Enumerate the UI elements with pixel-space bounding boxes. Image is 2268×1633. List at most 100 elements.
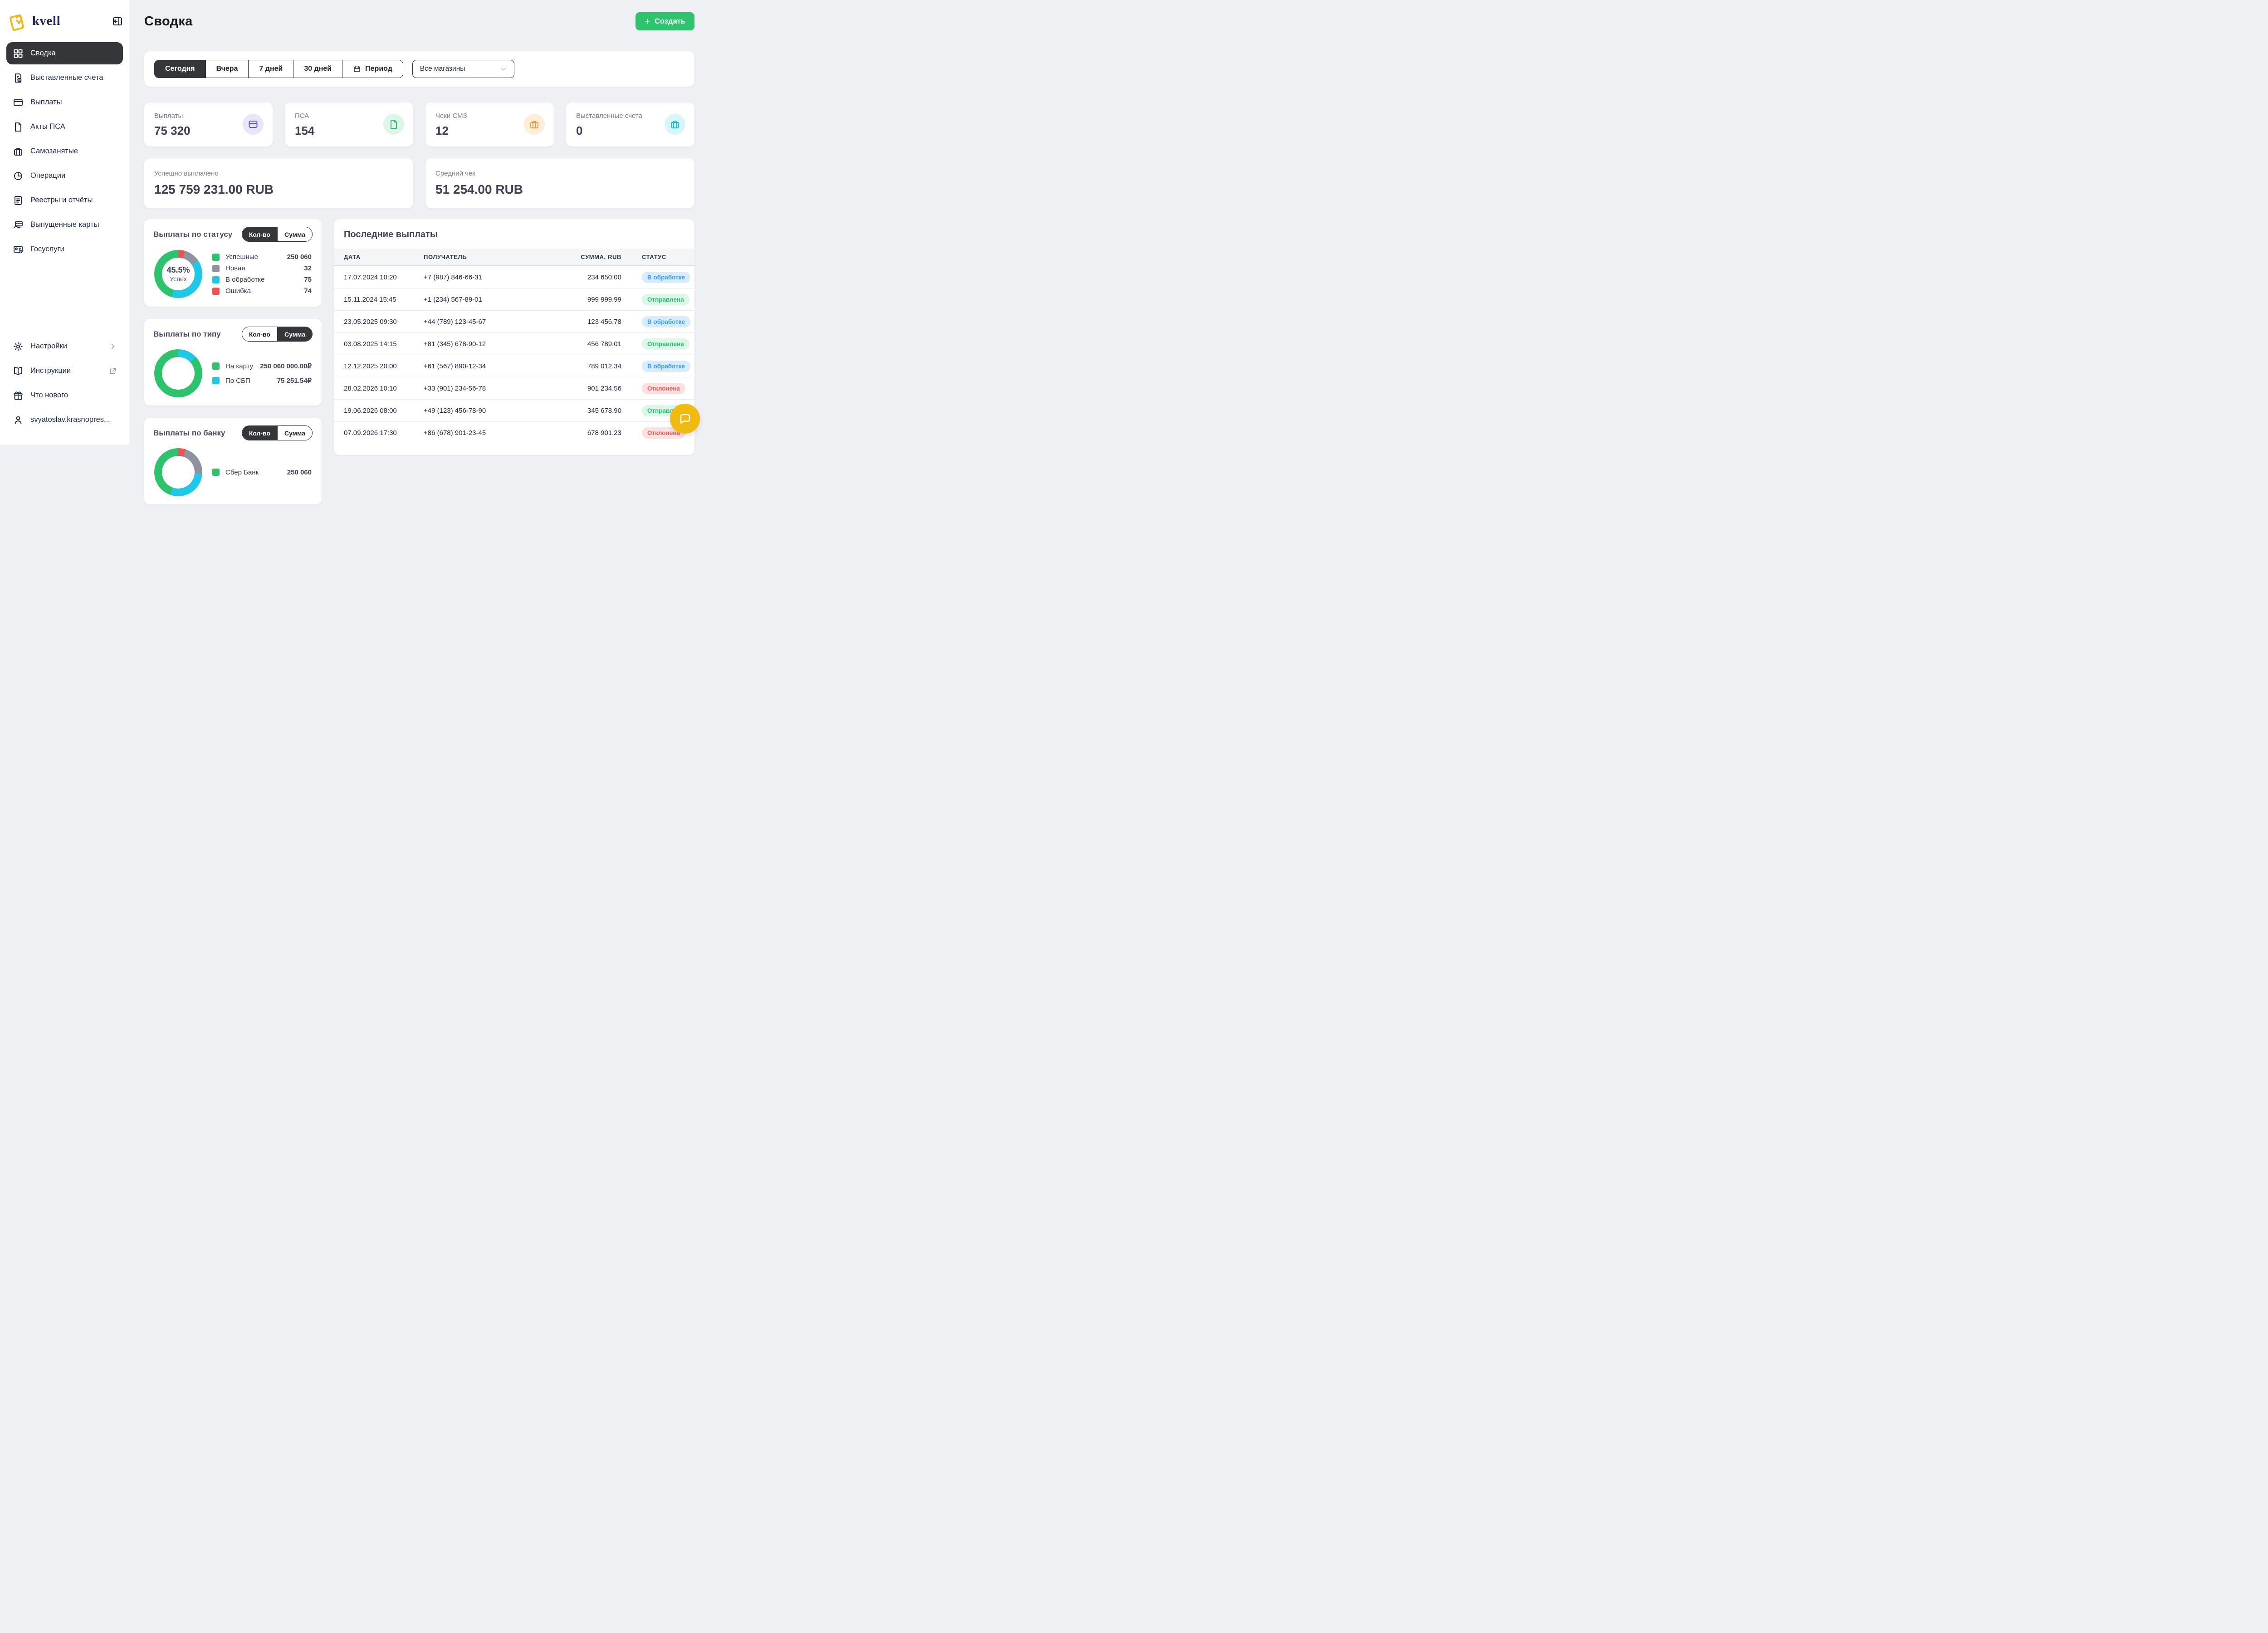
chart-title: Выплаты по банку — [153, 428, 225, 437]
cell-date: 23.05.2025 09:30 — [344, 318, 397, 326]
invoice-icon: $ — [15, 73, 22, 83]
chat-fab-button[interactable] — [670, 404, 700, 434]
shop-select[interactable]: Все магазины — [412, 60, 514, 78]
sidebar-item-acts[interactable]: Акты ПСА — [6, 116, 123, 138]
sidebar-item-label: Выпущенные карты — [30, 220, 99, 229]
cell-amount: 456 789.01 — [587, 340, 621, 348]
toggle-label: Сумма — [284, 330, 305, 338]
toggle-label: Кол-во — [249, 230, 270, 238]
chart-card-status: Выплаты по статусу Кол-во Сумма 45.5% Ус… — [144, 219, 322, 307]
cell-amount: 345 678.90 — [587, 406, 621, 415]
sidebar-item-label: Госуслуги — [30, 245, 64, 253]
card-hand-icon — [14, 221, 23, 228]
cell-amount: 678 901.23 — [587, 429, 621, 437]
cell-date: 03.08.2025 14:15 — [344, 340, 397, 348]
tab-today[interactable]: Сегодня — [155, 60, 205, 78]
sidebar-item-instructions[interactable]: Инструкции — [6, 360, 123, 382]
table-row: 07.09.2026 17:30 +86 (678) 901-23-45 678… — [334, 421, 694, 444]
stat-value: 154 — [295, 124, 315, 137]
kvell-logo[interactable]: kvell — [7, 11, 61, 32]
tab-30-days[interactable]: 30 дней — [293, 60, 342, 78]
sidebar-item-issued-cards[interactable]: Выпущенные карты — [6, 214, 123, 236]
table-row: 28.02.2026 10:10 +33 (901) 234-56-78 901… — [334, 377, 694, 399]
logo-text: kvell — [32, 14, 61, 28]
stat-value: 0 — [576, 124, 583, 137]
svg-text:$: $ — [19, 78, 21, 82]
cell-amount: 123 456.78 — [587, 318, 621, 326]
toggle-label: Сумма — [284, 230, 305, 238]
legend-item: По СБП 75 251.54₽ — [212, 376, 312, 385]
toggle-sum[interactable]: Сумма — [277, 426, 312, 440]
file-icon — [383, 114, 404, 135]
sidebar-item-label: Что нового — [30, 391, 68, 399]
sidebar-item-payouts[interactable]: Выплаты — [6, 91, 123, 113]
charts-column: Выплаты по статусу Кол-во Сумма 45.5% Ус… — [144, 219, 322, 517]
sidebar-item-whats-new[interactable]: Что нового — [6, 384, 123, 406]
total-label: Средний чек — [435, 170, 475, 177]
shop-select-value: Все магазины — [420, 65, 465, 73]
cell-recipient: +1 (234) 567-89-01 — [424, 295, 482, 303]
type-legend: На карту 250 060 000.00₽ По СБП 75 251.5… — [212, 356, 312, 391]
donut-center-label: Успех — [169, 275, 187, 283]
toggle-sum[interactable]: Сумма — [277, 327, 312, 341]
recent-payouts-card: Последние выплаты ДАТА ПОЛУЧАТЕЛЬ СУММА,… — [334, 219, 694, 455]
book-icon — [14, 367, 22, 375]
stat-label: Чеки СМЗ — [435, 112, 467, 120]
column-header-amount: СУММА, RUB — [581, 254, 621, 260]
legend-swatch-red — [212, 287, 220, 295]
total-card-paid: Успешно выплачено 125 759 231.00 RUB — [144, 158, 413, 208]
sidebar-item-gosuslugi[interactable]: Госуслуги — [6, 238, 123, 260]
chat-bubble-icon — [680, 414, 690, 424]
toggle-qty[interactable]: Кол-во — [242, 426, 277, 440]
sidebar-item-settings[interactable]: Настройки — [6, 335, 123, 357]
legend-value: 32 — [304, 264, 312, 272]
sidebar-item-operations[interactable]: Операции — [6, 165, 123, 187]
stat-card-payouts: Выплаты 75 320 — [144, 103, 273, 147]
sidebar-item-label: Настройки — [30, 342, 67, 350]
stat-label: Выплаты — [154, 112, 183, 120]
sidebar-item-invoices[interactable]: $ Выставленные счета — [6, 67, 123, 89]
toggle-qty[interactable]: Кол-во — [242, 227, 277, 241]
toggle-qty[interactable]: Кол-во — [242, 327, 277, 341]
toggle-sum[interactable]: Сумма — [277, 227, 312, 241]
cell-recipient: +44 (789) 123-45-67 — [424, 318, 486, 326]
legend-label: На карту — [225, 362, 254, 370]
cell-recipient: +86 (678) 901-23-45 — [424, 429, 486, 437]
stat-value: 12 — [435, 124, 449, 137]
sidebar-item-account[interactable]: svyatoslav.krasnopres... — [6, 409, 123, 431]
report-icon — [15, 196, 22, 205]
tab-yesterday[interactable]: Вчера — [205, 60, 249, 78]
sidebar-item-selfemployed[interactable]: Самозанятые — [6, 140, 123, 162]
legend-swatch-green — [212, 362, 220, 370]
tab-label: Вчера — [216, 65, 238, 73]
total-value: 51 254.00 RUB — [435, 182, 523, 196]
legend-item: Успешные 250 060 — [212, 253, 312, 261]
toggle-label: Кол-во — [249, 330, 270, 338]
stat-card-invoices: Выставленные счета 0 — [566, 103, 694, 147]
legend-item: Новая 32 — [212, 264, 312, 272]
tab-label: 30 дней — [304, 65, 332, 73]
create-button[interactable]: + Создать — [635, 12, 694, 30]
cell-recipient: +49 (123) 456-78-90 — [424, 406, 486, 415]
cell-recipient: +7 (987) 846-66-31 — [424, 273, 482, 281]
sidebar-item-label: Операции — [30, 171, 66, 180]
status-legend: Успешные 250 060 Новая 32 В обработке 75 — [212, 249, 312, 298]
sidebar-collapse-icon[interactable] — [112, 16, 123, 27]
cell-amount: 901 234.56 — [587, 384, 621, 392]
column-header-date: ДАТА — [344, 254, 361, 260]
chart-title: Выплаты по типу — [153, 329, 221, 338]
sidebar-item-registries[interactable]: Реестры и отчёты — [6, 189, 123, 211]
sidebar-item-svodka[interactable]: Сводка — [6, 42, 123, 64]
cell-date: 28.02.2026 10:10 — [344, 384, 397, 392]
status-badge: В обработке — [642, 360, 690, 372]
tab-7-days[interactable]: 7 дней — [248, 60, 293, 78]
legend-label: Успешные — [225, 253, 258, 261]
cell-date: 07.09.2026 17:30 — [344, 429, 397, 437]
legend-value: 75 — [304, 276, 312, 284]
tab-period[interactable]: Период — [342, 60, 403, 78]
legend-value: 250 060 — [287, 468, 312, 476]
cell-amount: 999 999.99 — [587, 295, 621, 303]
cell-date: 12.12.2025 20:00 — [344, 362, 397, 370]
external-link-icon — [110, 367, 116, 374]
toggle-label: Сумма — [284, 429, 305, 437]
